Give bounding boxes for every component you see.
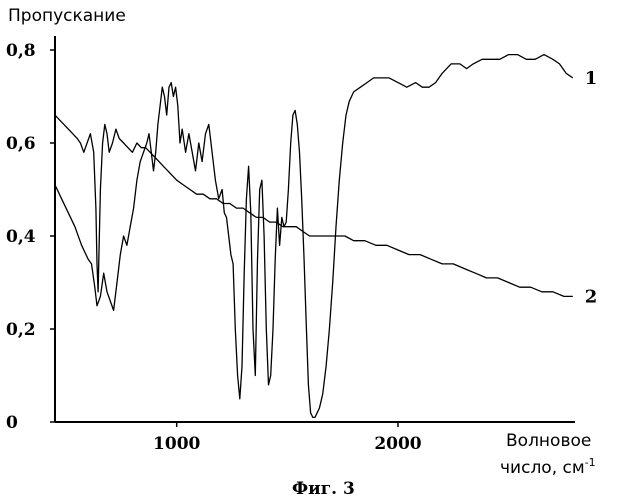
x-axis-label-superscript: -1 xyxy=(585,456,596,469)
y-tick-label: 0 xyxy=(6,413,18,433)
x-axis-label-text: число, см xyxy=(500,458,585,478)
y-tick-label: 0,4 xyxy=(6,227,36,247)
y-tick-label: 0,2 xyxy=(6,320,36,340)
x-tick-label: 1000 xyxy=(153,434,200,454)
y-axis-label: Пропускание xyxy=(8,6,126,26)
series-label-2: 2 xyxy=(585,286,598,307)
series-label-1: 1 xyxy=(585,68,598,89)
figure-caption: Фиг. 3 xyxy=(292,479,355,499)
y-tick-label: 0,8 xyxy=(6,41,36,61)
series-line-2 xyxy=(55,115,573,296)
x-tick-label: 2000 xyxy=(374,434,421,454)
y-tick-label: 0,6 xyxy=(6,134,36,154)
x-axis-label-line2: число, см-1 xyxy=(500,456,596,478)
x-axis-label-line1: Волновое xyxy=(506,431,591,451)
